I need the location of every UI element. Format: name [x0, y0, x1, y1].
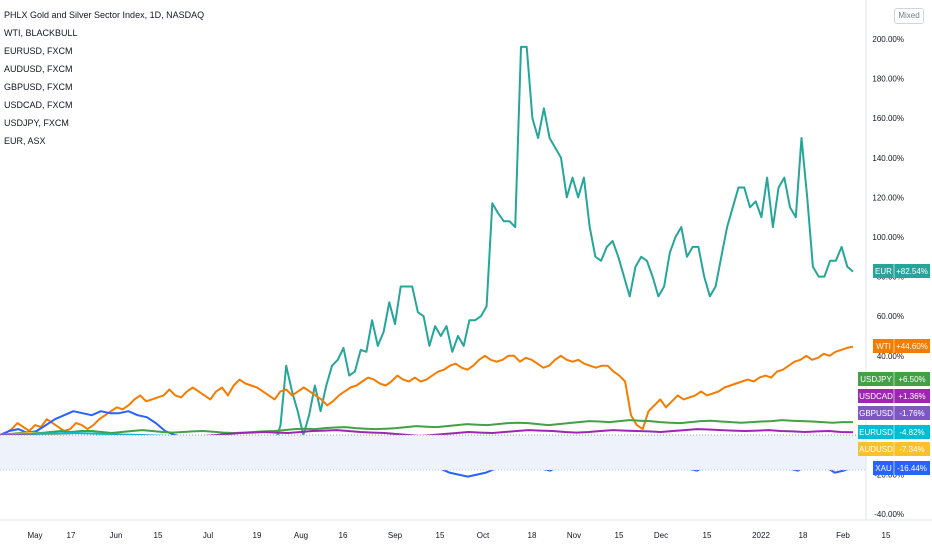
value-label-value-bg [894, 372, 930, 386]
x-tick-label: 15 [154, 531, 163, 540]
y-tick-label: 160.00% [872, 114, 904, 123]
value-label-name-bg [873, 339, 894, 353]
x-tick-label: Feb [836, 531, 850, 540]
legend-symbol-wti: WTI, BLACKBULL [4, 28, 78, 38]
value-label-name: AUDUSD [859, 445, 893, 454]
x-tick-label: Aug [294, 531, 308, 540]
y-tick-label: 60.00% [877, 312, 904, 321]
x-tick-label: 2022 [752, 531, 770, 540]
y-tick-label: 140.00% [872, 154, 904, 163]
x-tick-label: 18 [799, 531, 808, 540]
mixed-mode-button[interactable]: Mixed [894, 8, 924, 24]
value-label-value: -4.82% [899, 428, 924, 437]
x-tick-label: Nov [567, 531, 581, 540]
value-label-value-bg [894, 425, 930, 439]
value-label-value-bg [894, 461, 930, 475]
x-tick-label: Sep [388, 531, 403, 540]
value-label-value: -16.44% [897, 464, 927, 473]
x-tick-label: 19 [253, 531, 262, 540]
y-tick-label: 100.00% [872, 233, 904, 242]
value-label-value-bg [894, 442, 930, 456]
value-label-value: -7.34% [899, 445, 924, 454]
legend-symbol-usdcad: USDCAD, FXCM [4, 100, 73, 110]
x-tick-label: 15 [882, 531, 891, 540]
legend-symbol-audusd: AUDUSD, FXCM [4, 64, 73, 74]
value-label-value-bg [894, 339, 930, 353]
y-tick-label: 120.00% [872, 193, 904, 202]
x-tick-label: Oct [477, 531, 490, 540]
value-label-name-bg [858, 389, 894, 403]
y-tick-label: -20.00% [874, 471, 904, 480]
value-label-name-bg [858, 406, 894, 420]
value-label-name: EURUSD [859, 428, 893, 437]
label-layer: EUR +82.54% WTI +44.60% USDJPY +6.50% USDCAD +1… [858, 264, 930, 475]
value-label-name-bg [858, 372, 894, 386]
value-label-name: USDJPY [860, 375, 892, 384]
value-label-audusd: AUDUSD -7.34% [858, 442, 930, 456]
series-line-wti [0, 345, 854, 436]
value-label-name-bg [873, 461, 894, 475]
value-label-value: +1.36% [898, 392, 925, 401]
x-tick-label: Jul [203, 531, 213, 540]
x-tick-label: 18 [528, 531, 537, 540]
x-tick-label: 15 [436, 531, 445, 540]
value-label-name: WTI [876, 342, 891, 351]
value-label-name-bg [873, 264, 894, 278]
x-tick-label: Dec [654, 531, 668, 540]
legend-symbol-usdjpy: USDJPY, FXCM [4, 118, 69, 128]
y-tick-label: 180.00% [872, 75, 904, 84]
value-label-usdjpy: USDJPY +6.50% [858, 372, 930, 386]
value-label-name: EUR [875, 267, 892, 276]
x-tick-label: Jun [110, 531, 123, 540]
value-label-wti: WTI +44.60% [873, 339, 930, 353]
legend-title: PHLX Gold and Silver Sector Index, 1D, N… [4, 10, 205, 20]
series-line-usdjpy [0, 419, 853, 436]
value-label-value-bg [894, 264, 930, 278]
x-tick-label: May [27, 531, 42, 540]
value-label-name: USDCAD [859, 392, 893, 401]
value-label-value: -1.76% [899, 409, 924, 418]
negative-zone [0, 435, 866, 470]
value-label-value: +82.54% [896, 267, 928, 276]
x-tick-label: 15 [703, 531, 712, 540]
legend-symbol-eurusd: EURUSD, FXCM [4, 46, 73, 56]
y-tick-label: 40.00% [877, 352, 904, 361]
legend-symbol-eur: EUR, ASX [4, 136, 46, 146]
value-label-xau: XAU -16.44% [873, 461, 930, 475]
value-label-name-bg [858, 442, 894, 456]
value-label-gbpusd: GBPUSD -1.76% [858, 406, 930, 420]
y-tick-label: -40.00% [874, 510, 904, 519]
legend-symbol-gbpusd: GBPUSD, FXCM [4, 82, 73, 92]
value-label-value-bg [894, 406, 930, 420]
legend: PHLX Gold and Silver Sector Index, 1D, N… [4, 6, 204, 150]
value-label-value: +44.60% [896, 342, 928, 351]
x-tick-label: 15 [615, 531, 624, 540]
value-label-name-bg [858, 425, 894, 439]
value-label-name: GBPUSD [859, 409, 893, 418]
value-label-usdcad: USDCAD +1.36% [858, 389, 930, 403]
value-label-value: +6.50% [898, 375, 925, 384]
value-label-eur: EUR +82.54% [873, 264, 930, 278]
value-label-value-bg [894, 389, 930, 403]
value-label-eurusd: EURUSD -4.82% [858, 425, 930, 439]
value-label-name: XAU [875, 464, 892, 473]
y-tick-label: 200.00% [872, 35, 904, 44]
x-tick-label: 17 [67, 531, 76, 540]
x-tick-label: 16 [339, 531, 348, 540]
